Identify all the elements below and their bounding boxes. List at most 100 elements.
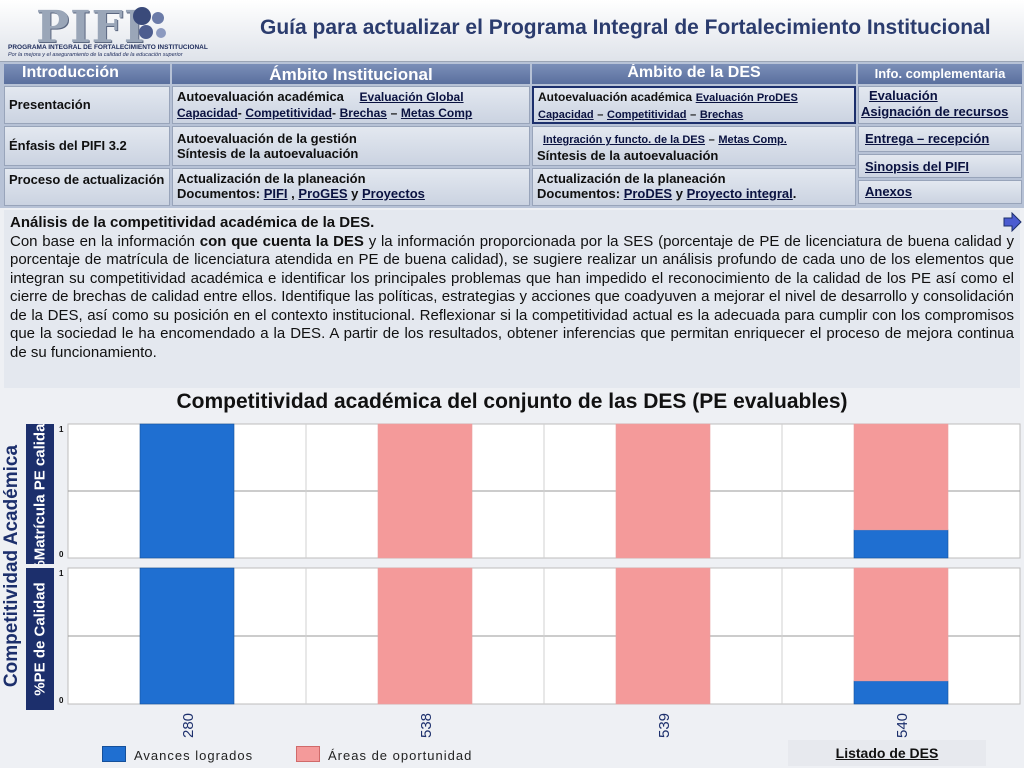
chart-title: Competitividad académica del conjunto de… <box>176 390 848 413</box>
nav-item-label: Énfasis del PIFI 3.2 <box>9 138 127 153</box>
link-evaluacion-prodes[interactable]: Evaluación ProDES <box>695 92 798 104</box>
separator: – <box>390 106 398 120</box>
nav-header-introduccion[interactable]: Introducción <box>4 64 170 84</box>
section-title: Análisis de la competitividad académica … <box>10 214 375 231</box>
content-panel: Análisis de la competitividad académica … <box>4 210 1020 388</box>
link-brechas[interactable]: Brechas <box>339 106 387 120</box>
x-tick-label: 280 <box>180 713 197 738</box>
separator: y <box>675 186 683 201</box>
nav-item-anexos[interactable]: Anexos <box>858 180 1022 204</box>
paragraph-bold: con que cuenta la DES <box>199 232 364 250</box>
link-competitividad[interactable]: Competitividad <box>245 106 332 120</box>
bar-oportunidad <box>615 567 711 705</box>
separator: y <box>351 186 359 201</box>
separator: – <box>708 134 715 146</box>
autoevaluacion-label: Autoevaluación académica <box>177 89 344 104</box>
link-integracion[interactable]: Integración y functo. de la DES <box>543 134 705 146</box>
nav-cell-autoevaluacion-gestion[interactable]: Autoevaluación de la gestión Síntesis de… <box>172 126 530 166</box>
nav-cell-actualizacion-des: Actualización de la planeación Documento… <box>532 168 856 206</box>
documentos-des-label: Documentos: <box>537 186 621 201</box>
link-pifi[interactable]: PIFI <box>263 186 288 201</box>
y-tick-label: 1 <box>59 569 64 578</box>
link-asignacion-recursos[interactable]: Asignación de recursos <box>861 104 1009 119</box>
bar-oportunidad <box>377 567 473 705</box>
x-tick-label: 539 <box>656 713 673 738</box>
paragraph-rest: y la información proporcionada por la SE… <box>10 232 1014 361</box>
nav-item-label: Proceso de actualización <box>9 172 165 187</box>
nav-item-proceso-actualizacion[interactable]: Proceso de actualización <box>4 168 170 206</box>
y-axis-main-label: Competitividad Académica <box>0 424 24 710</box>
autoevaluacion-des-label: Autoevaluación académica <box>538 90 693 104</box>
navigation-panel: Introducción Ámbito Institucional Ámbito… <box>0 62 1024 208</box>
link-prodes[interactable]: ProDES <box>623 186 673 201</box>
nav-header-ambito-institucional[interactable]: Ámbito Institucional <box>172 64 530 84</box>
bar-oportunidad <box>377 423 473 559</box>
sintesis-des-label[interactable]: Síntesis de la autoevaluación <box>537 148 719 163</box>
bar-oportunidad <box>853 423 949 531</box>
link-evaluacion-global[interactable]: Evaluación Global <box>359 90 464 104</box>
separator: – <box>690 109 697 121</box>
logo-word: PIFI <box>36 2 146 53</box>
link-proyectos[interactable]: Proyectos <box>362 186 425 201</box>
autoevaluacion-gestion-label: Autoevaluación de la gestión <box>177 131 357 146</box>
bar-avances <box>853 529 949 559</box>
link-metas-comp-des[interactable]: Metas Comp. <box>718 134 787 146</box>
separator: - <box>237 106 242 120</box>
nav-cell-integracion-des: Integración y functo. de la DES – Metas … <box>532 126 856 166</box>
bar-avances <box>139 567 235 705</box>
link-entrega-recepcion: Entrega – recepción <box>865 131 990 146</box>
section-paragraph: Con base en la información con que cuent… <box>10 233 1014 363</box>
nav-cell-autoevaluacion-institucional: Autoevaluación académica Evaluación Glob… <box>172 86 530 124</box>
nav-header-ambito-des[interactable]: Ámbito de la DES <box>532 64 856 84</box>
separator: , <box>291 186 295 201</box>
period: . <box>792 186 797 201</box>
link-capacidad-des[interactable]: Capacidad <box>538 109 594 121</box>
sintesis-label: Síntesis de la autoevaluación <box>177 146 359 161</box>
nav-item-sinopsis[interactable]: Sinopsis del PIFI <box>858 154 1022 178</box>
paragraph-start: Con base en la información <box>10 232 200 250</box>
nav-item-entrega-recepcion[interactable]: Entrega – recepción <box>858 126 1022 152</box>
header: PIFI PROGRAMA INTEGRAL DE FORTALECIMIENT… <box>0 0 1024 62</box>
y-tick-label: 0 <box>59 550 64 559</box>
listado-des-link[interactable]: Listado de DES <box>788 740 986 766</box>
link-proges[interactable]: ProGES <box>298 186 348 201</box>
link-capacidad[interactable]: Capacidad <box>177 106 238 120</box>
y-tick-label: 0 <box>59 696 64 705</box>
nav-item-presentacion[interactable]: Presentación <box>4 86 170 124</box>
link-sinopsis: Sinopsis del PIFI <box>865 159 970 174</box>
panel-band-pe-calidad: %PE de Calidad <box>26 568 54 710</box>
link-brechas-des[interactable]: Brechas <box>699 109 744 121</box>
logo-caption: PROGRAMA INTEGRAL DE FORTALECIMIENTO INS… <box>8 44 208 51</box>
link-anexos: Anexos <box>865 184 912 199</box>
y-axis-main-text: Competitividad Académica <box>1 444 22 688</box>
legend-swatch-avances <box>102 746 126 762</box>
bar-avances <box>853 680 949 705</box>
panel-label-pe-calidad: %PE de Calidad <box>31 582 49 696</box>
link-proyecto-integral[interactable]: Proyecto integral <box>686 186 793 201</box>
link-evaluacion[interactable]: Evaluación <box>869 88 938 103</box>
bar-oportunidad <box>853 567 949 682</box>
link-metas-comp[interactable]: Metas Comp <box>400 106 473 120</box>
logo-dots-icon <box>133 7 166 39</box>
page-title: Guía para actualizar el Programa Integra… <box>260 16 991 39</box>
next-arrow-icon[interactable] <box>1002 212 1022 232</box>
legend-label-avances: Avances logrados <box>134 748 254 763</box>
link-competitividad-des[interactable]: Competitividad <box>607 109 687 121</box>
nav-item-enfasis[interactable]: Énfasis del PIFI 3.2 <box>4 126 170 166</box>
bar-avances <box>139 423 235 559</box>
nav-item-label: Presentación <box>9 97 91 112</box>
nav-cell-evaluacion-asignacion: Evaluación Asignación de recursos <box>858 86 1022 124</box>
nav-header-info-complementaria[interactable]: Info. complementaria <box>858 64 1022 84</box>
panel-label-matricula: %Matrícula PE calidad <box>31 424 49 564</box>
nav-cell-actualizacion-institucional: Actualización de la planeación Documento… <box>172 168 530 206</box>
x-tick-label: 538 <box>418 713 435 738</box>
legend-label-oportunidad: Áreas de oportunidad <box>328 748 473 763</box>
x-tick-label: 540 <box>894 713 911 738</box>
documentos-label: Documentos: <box>177 186 261 201</box>
legend-swatch-oportunidad <box>296 746 320 762</box>
pifi-logo: PIFI PROGRAMA INTEGRAL DE FORTALECIMIENT… <box>6 2 208 60</box>
actualizacion-label: Actualización de la planeación <box>177 171 366 186</box>
nav-cell-autoevaluacion-des: Autoevaluación académica Evaluación ProD… <box>532 86 856 124</box>
logo-tagline: Por la mejora y el aseguramiento de la c… <box>8 52 183 58</box>
bar-oportunidad <box>615 423 711 559</box>
